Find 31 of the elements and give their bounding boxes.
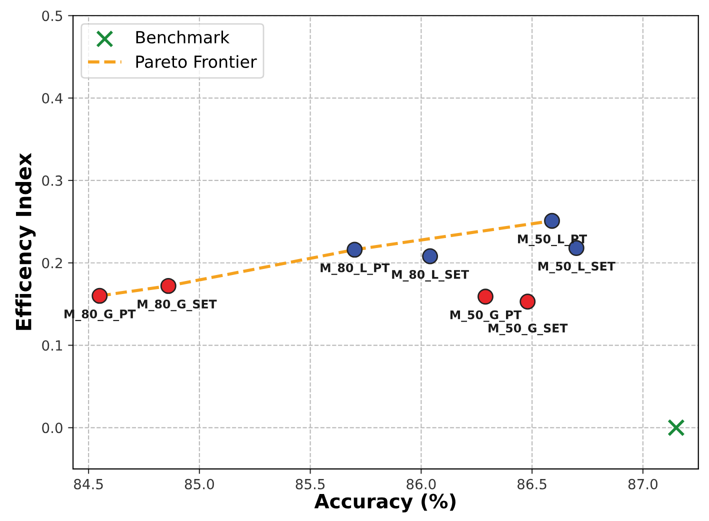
annotation: M_50_L_PT	[518, 234, 587, 246]
legend-label: Benchmark	[136, 30, 230, 44]
point	[668, 419, 685, 436]
y-tick-label: 0.1	[42, 340, 62, 351]
x-tick-label: 86.5	[518, 478, 546, 490]
x-tick-label: 86.0	[406, 478, 436, 490]
legend-label: Pareto Frontier	[136, 55, 257, 68]
x-tick-label: 85.0	[184, 478, 214, 490]
point	[92, 288, 108, 304]
point	[346, 242, 363, 258]
x-tick-label: 87.0	[628, 478, 658, 490]
annotation: M_50_G_PT	[450, 310, 522, 322]
x-axis-title: Accuracy (%)	[314, 493, 456, 512]
annotation: M_80_G_SET	[138, 300, 217, 312]
y-tick-label: 0.2	[42, 258, 62, 268]
annotation: M_80_L_PT	[320, 263, 390, 275]
point	[478, 288, 494, 305]
point	[160, 278, 176, 294]
y-tick-label: 0.4	[42, 93, 63, 104]
point	[544, 212, 560, 229]
annotation: M_50_G_SET	[488, 324, 568, 336]
annotation: M_80_L_SET	[392, 270, 469, 282]
y-tick-label: 0.3	[42, 175, 62, 186]
x-tick-label: 84.5	[74, 478, 103, 490]
annotation: M_50_L_SET	[538, 262, 616, 274]
point	[422, 248, 438, 264]
point	[520, 294, 536, 310]
x-tick-label: 85.5	[296, 478, 325, 490]
y-axis-title: Efficency Index	[15, 153, 36, 330]
y-tick-label: 0.5	[42, 10, 62, 22]
y-tick-label: 0.0	[42, 422, 62, 434]
